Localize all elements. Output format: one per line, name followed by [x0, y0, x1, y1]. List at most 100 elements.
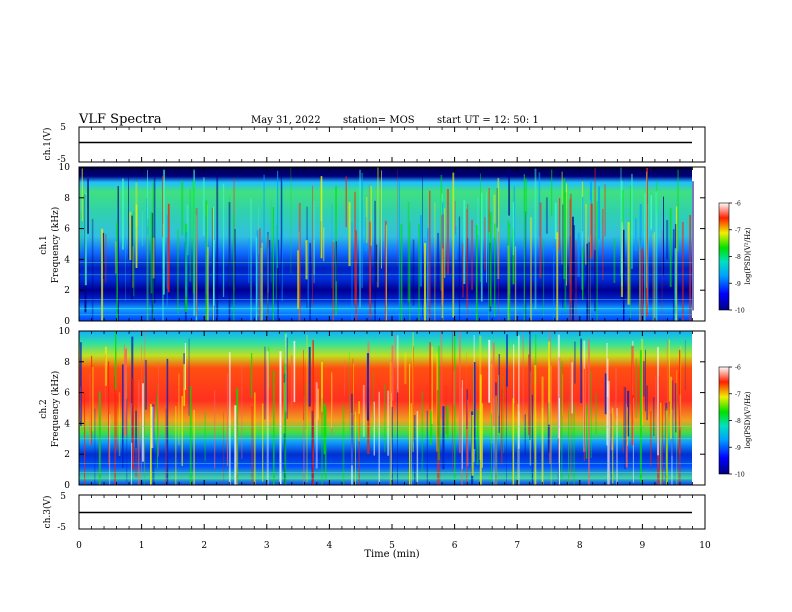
x-tick-label-3: 3: [264, 541, 270, 551]
colorbar-tick-label--9: -9: [735, 445, 741, 452]
ch1-colorbar-label: log(PSD)(V²/Hz): [744, 227, 752, 284]
ch1-colorbar: [718, 202, 730, 311]
spectrogram-streak: [635, 218, 637, 252]
spectrogram-streak: [280, 177, 283, 292]
spectrogram-streak: [585, 404, 588, 459]
spectrogram-streak: [629, 185, 631, 321]
spectrogram-streak: [84, 193, 87, 286]
spectrogram-streak: [128, 177, 129, 260]
spectrogram-streak: [471, 415, 474, 476]
spectrogram-streak: [489, 212, 492, 307]
spectrogram-streak: [286, 337, 288, 419]
colorbar-tick-label--6: -6: [735, 365, 741, 372]
y-tick-label-6: 6: [64, 225, 70, 235]
spectrogram-streak: [643, 361, 645, 397]
spectrogram-streak: [513, 186, 516, 252]
spectrogram-streak: [297, 250, 299, 309]
spectrogram-streak: [144, 376, 145, 485]
spectrogram-streak: [445, 385, 447, 435]
ch2-spec-ylabel-line2: Frequency (kHz): [50, 371, 61, 448]
spectrogram-streak: [250, 198, 252, 321]
spectrogram-streak: [506, 334, 508, 387]
spectrogram-streak: [680, 345, 682, 427]
ch3-ylabel: ch.3(V): [42, 496, 53, 529]
spectrogram-streak: [298, 231, 300, 321]
spectrogram-streak: [436, 390, 440, 485]
spectrogram-streak: [506, 369, 507, 485]
spectrogram-streak: [147, 170, 148, 227]
spectrogram-streak: [80, 342, 82, 426]
spectrogram-streak: [321, 397, 323, 485]
spectrogram-streak: [178, 373, 180, 445]
spectrogram-streak: [150, 211, 153, 294]
spectrogram-streak: [681, 221, 684, 321]
spectrogram-streak: [143, 331, 146, 475]
spectrogram-streak: [391, 406, 393, 485]
spectrogram-streak: [234, 229, 236, 298]
spectrogram-streak: [193, 410, 195, 485]
spectrogram-streak: [163, 169, 165, 295]
spectrogram-streak: [534, 168, 537, 310]
spectrogram-streak: [305, 240, 308, 280]
spectrogram-streak: [547, 402, 550, 453]
time-axis: 0 1 2 3 4 5 6 7 8 9 10: [76, 127, 711, 551]
spectrogram-streak: [641, 248, 644, 321]
spectrogram-streak: [345, 176, 347, 228]
spectrogram-streak: [410, 403, 412, 485]
spectrogram-streak: [412, 332, 414, 452]
spectrogram-streak: [396, 335, 399, 393]
date-label: May 31, 2022: [251, 115, 321, 126]
spectrogram-streak: [104, 354, 106, 409]
spectrogram-streak: [151, 213, 154, 321]
spectrogram-streak: [317, 388, 319, 420]
spectrogram-streak: [560, 361, 563, 482]
spectrogram-streak: [135, 182, 138, 227]
ch2-spectrogram-image: [79, 331, 692, 485]
spectrogram-streak: [675, 206, 678, 321]
spectrogram-streak: [150, 404, 152, 485]
spectrogram-streak: [195, 215, 198, 321]
spectrogram-streak: [429, 342, 431, 410]
spectrogram-streak: [583, 368, 585, 462]
spectrogram-streak: [157, 384, 158, 445]
spectrogram-streak: [575, 240, 577, 321]
spectrogram-streak: [241, 364, 243, 459]
spectrogram-streak: [269, 239, 271, 300]
spectrogram-streak: [655, 376, 657, 443]
spectrogram-streak: [571, 362, 573, 414]
spectrogram-streak: [538, 172, 541, 237]
spectrogram-streak: [684, 340, 686, 391]
spectrogram-streak: [163, 223, 165, 269]
spectrogram-streak: [661, 230, 663, 321]
spectrogram-streak: [370, 186, 372, 246]
spectrogram-streak: [331, 204, 333, 289]
spectrogram-streak: [122, 364, 124, 468]
spectrogram-streak: [635, 358, 637, 418]
spectrogram-streak: [501, 389, 503, 465]
spectrogram-streak: [535, 334, 537, 384]
spectrogram-streak: [378, 391, 380, 485]
spectrogram-streak: [534, 365, 537, 485]
spectrogram-streak: [366, 353, 369, 421]
spectrogram-streak: [404, 352, 407, 385]
spectrogram-streak: [582, 247, 584, 300]
spectrogram-streak: [298, 202, 301, 321]
spectrogram-streak: [152, 237, 155, 279]
ch1-ytick-bottom: -5: [57, 155, 66, 165]
spectrogram-streak: [517, 404, 519, 485]
spectrogram-streak: [355, 230, 357, 321]
spectrogram-streak: [102, 232, 105, 279]
spectrogram-streak: [639, 238, 641, 321]
spectrogram-streak: [606, 343, 608, 446]
spectrogram-streak: [431, 346, 433, 424]
ch2-colorbar: [718, 366, 730, 475]
spectrogram-streak: [147, 219, 149, 321]
spectrogram-streak: [569, 358, 572, 482]
spectrogram-streak: [426, 410, 428, 485]
spectrogram-streak: [162, 224, 164, 321]
spectrogram-streak: [137, 379, 140, 485]
spectrogram-streak: [588, 236, 589, 321]
spectrogram-streak: [259, 247, 262, 321]
spectrogram-streak: [588, 242, 590, 321]
spectrogram-streak: [251, 353, 253, 398]
